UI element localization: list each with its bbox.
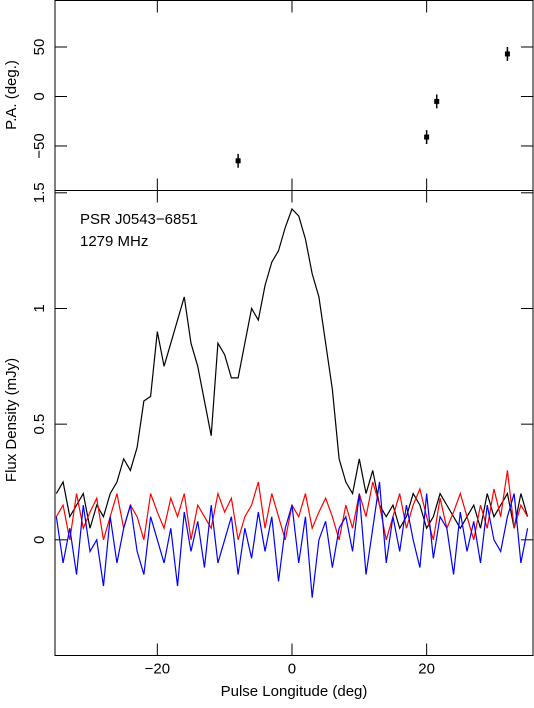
annotation: PSR J0543−6851 (80, 211, 198, 228)
y-axis-label: Flux Density (mJy) (3, 358, 20, 482)
series-line (55, 207, 529, 530)
point (504, 51, 510, 57)
x-tick-label: 0 (288, 660, 296, 677)
x-tick-label: −20 (145, 660, 170, 677)
annotation: 1279 MHz (80, 233, 148, 250)
y-tick-label: 1 (31, 304, 48, 312)
y-tick-label: 1.5 (31, 182, 48, 203)
y-tick-label: −50 (31, 133, 48, 158)
series-line (55, 481, 529, 598)
y-tick-label: 0 (31, 536, 48, 544)
x-tick-label: 20 (418, 660, 435, 677)
point (424, 134, 430, 140)
y-tick-label: 50 (31, 39, 48, 56)
point (235, 158, 241, 164)
top-frame (54, 0, 534, 191)
y-tick-label: 0 (31, 92, 48, 100)
y-tick-label: 0.5 (31, 414, 48, 435)
y-axis-label: P.A. (deg.) (3, 60, 20, 130)
point (434, 98, 440, 104)
x-axis-label: Pulse Longitude (deg) (221, 683, 368, 700)
bottom-frame (54, 190, 534, 656)
